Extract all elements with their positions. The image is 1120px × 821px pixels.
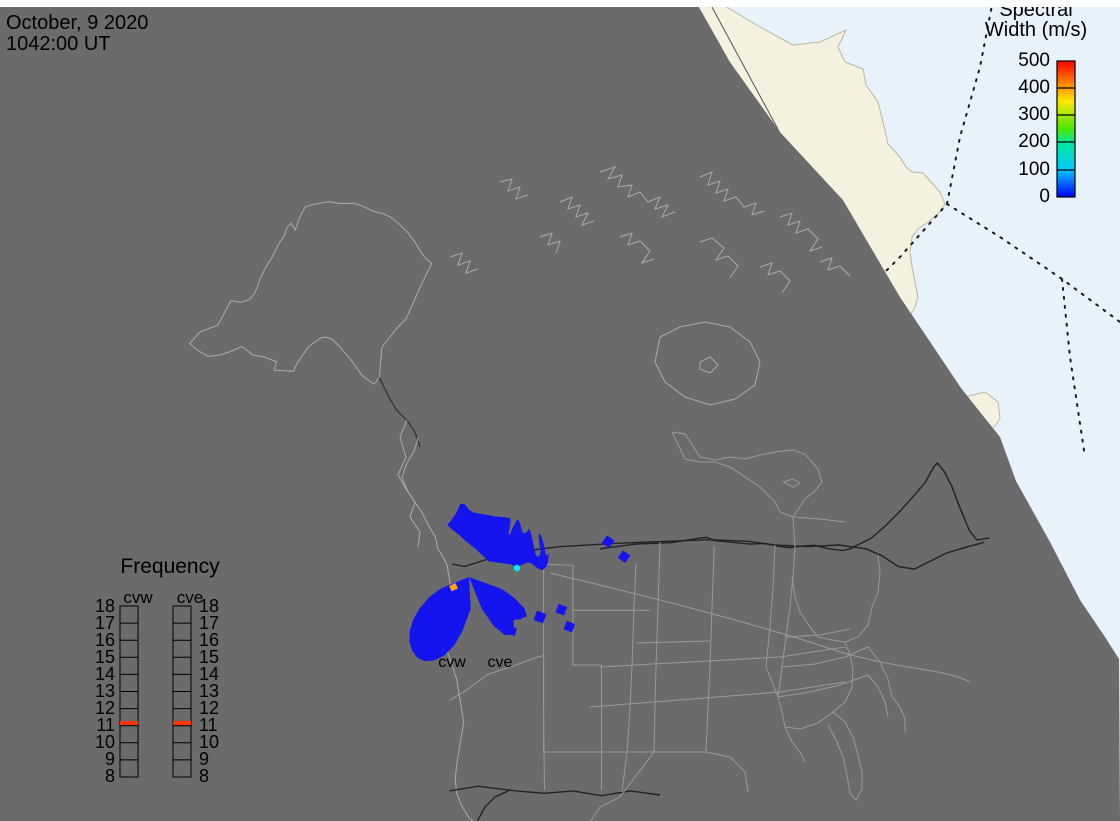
svg-text:8: 8 xyxy=(199,766,209,786)
svg-text:cvw: cvw xyxy=(123,588,153,607)
svg-text:8: 8 xyxy=(105,766,115,786)
